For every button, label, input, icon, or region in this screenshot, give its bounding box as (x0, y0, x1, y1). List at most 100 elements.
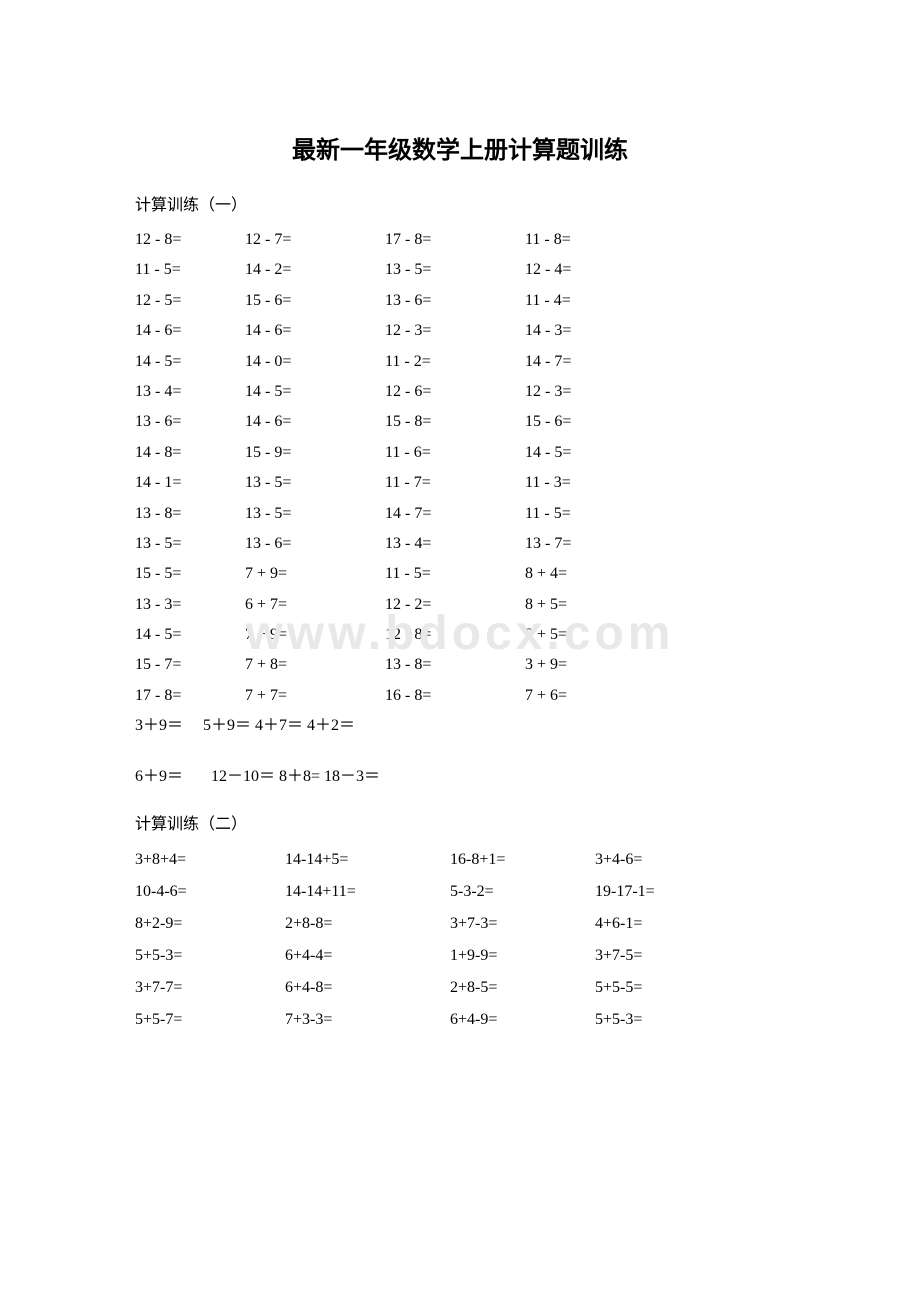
problem-cell: 4+6-1= (595, 908, 755, 940)
problem-cell: 12 - 8= (385, 620, 525, 650)
problem-cell: 12 - 5= (135, 286, 245, 316)
problem-row: 12 - 5=15 - 6=13 - 6=11 - 4= (135, 286, 785, 316)
problem-cell: 15 - 8= (385, 407, 525, 437)
problem-cell: 14 - 6= (135, 316, 245, 346)
problem-cell: 14 - 3= (525, 316, 685, 346)
section1-problem-grid: 12 - 8=12 - 7=17 - 8=11 - 8=11 - 5=14 - … (135, 225, 785, 711)
problem-row: 5+5-3=6+4-4=1+9-9=3+7-5= (135, 940, 785, 972)
problem-cell: 13 - 3= (135, 590, 245, 620)
problem-cell: 3+7-3= (450, 908, 595, 940)
problem-row: 15 - 7=7 + 8=13 - 8=3 + 9= (135, 650, 785, 680)
problem-cell: 17 - 8= (135, 681, 245, 711)
problem-cell: 5+5-3= (595, 1004, 755, 1036)
section2-heading: 计算训练（二） (135, 810, 785, 834)
problem-cell: 13 - 5= (385, 255, 525, 285)
problem-row: 13 - 3=6 + 7=12 - 2=8 + 5= (135, 590, 785, 620)
problem-cell: 14-14+5= (285, 844, 450, 876)
problem-cell: 16 - 8= (385, 681, 525, 711)
problem-cell: 8 + 4= (525, 559, 685, 589)
section1-inline-rows: 3＋9＝ 5＋9＝ 4＋7＝ 4＋2＝6＋9＝ 12－10＝ 8＋8= 18－3… (135, 711, 785, 792)
problem-inline-row: 3＋9＝ 5＋9＝ 4＋7＝ 4＋2＝ (135, 711, 785, 741)
problem-cell: 15 - 9= (245, 438, 385, 468)
problem-cell: 5+5-5= (595, 972, 755, 1004)
section1-heading: 计算训练（一） (135, 191, 785, 215)
problem-cell: 11 - 5= (385, 559, 525, 589)
problem-cell: 12 - 3= (385, 316, 525, 346)
problem-row: 14 - 6=14 - 6=12 - 3=14 - 3= (135, 316, 785, 346)
problem-cell: 12 - 4= (525, 255, 685, 285)
problem-cell: 2+8-8= (285, 908, 450, 940)
problem-row: 13 - 5=13 - 6=13 - 4=13 - 7= (135, 529, 785, 559)
problem-row: 14 - 1=13 - 5=11 - 7=11 - 3= (135, 468, 785, 498)
problem-cell: 15 - 5= (135, 559, 245, 589)
problem-row: 15 - 5=7 + 9=11 - 5=8 + 4= (135, 559, 785, 589)
problem-cell: 13 - 4= (385, 529, 525, 559)
problem-row: 3+8+4=14-14+5=16-8+1=3+4-6= (135, 844, 785, 876)
problem-cell: 10-4-6= (135, 876, 285, 908)
problem-cell: 13 - 5= (245, 468, 385, 498)
problem-cell: 13 - 8= (135, 499, 245, 529)
problem-row: 13 - 8=13 - 5=14 - 7=11 - 5= (135, 499, 785, 529)
problem-cell: 13 - 6= (245, 529, 385, 559)
problem-cell: 11 - 8= (525, 225, 685, 255)
problem-row: 13 - 6=14 - 6=15 - 8=15 - 6= (135, 407, 785, 437)
problem-cell: 6 + 7= (245, 590, 385, 620)
problem-cell: 12 - 8= (135, 225, 245, 255)
problem-cell: 14-14+11= (285, 876, 450, 908)
problem-cell: 14 - 0= (245, 347, 385, 377)
problem-cell: 14 - 8= (135, 438, 245, 468)
problem-cell: 6+4-4= (285, 940, 450, 972)
problem-cell: 11 - 6= (385, 438, 525, 468)
problem-cell: 16-8+1= (450, 844, 595, 876)
problem-cell: 5+5-7= (135, 1004, 285, 1036)
problem-cell: 14 - 1= (135, 468, 245, 498)
problem-cell: 14 - 5= (525, 438, 685, 468)
problem-cell: 13 - 8= (385, 650, 525, 680)
problem-row: 17 - 8=7 + 7=16 - 8=7 + 6= (135, 681, 785, 711)
problem-cell: 7 + 6= (525, 681, 685, 711)
problem-cell: 12 - 7= (245, 225, 385, 255)
section2-problem-grid: 3+8+4=14-14+5=16-8+1=3+4-6=10-4-6=14-14+… (135, 844, 785, 1036)
problem-cell: 12 - 6= (385, 377, 525, 407)
problem-cell: 14 - 7= (525, 347, 685, 377)
problem-cell: 14 - 6= (245, 407, 385, 437)
problem-cell: 14 - 6= (245, 316, 385, 346)
problem-cell: 8 + 5= (525, 590, 685, 620)
problem-cell: 6+4-9= (450, 1004, 595, 1036)
problem-cell: 14 - 2= (245, 255, 385, 285)
problem-cell: 1+9-9= (450, 940, 595, 972)
problem-cell: 5+5-3= (135, 940, 285, 972)
problem-cell: 13 - 6= (135, 407, 245, 437)
problem-cell: 11 - 5= (525, 499, 685, 529)
problem-row: 13 - 4=14 - 5=12 - 6=12 - 3= (135, 377, 785, 407)
problem-cell: 2+8-5= (450, 972, 595, 1004)
problem-row: 12 - 8=12 - 7=17 - 8=11 - 8= (135, 225, 785, 255)
problem-cell: 15 - 7= (135, 650, 245, 680)
problem-cell: 6+4-8= (285, 972, 450, 1004)
problem-row: 14 - 5=7 + 9=12 - 8=8 + 5= (135, 620, 785, 650)
problem-row: 5+5-7=7+3-3=6+4-9=5+5-3= (135, 1004, 785, 1036)
problem-cell: 14 - 7= (385, 499, 525, 529)
problem-cell: 11 - 5= (135, 255, 245, 285)
problem-cell: 7 + 7= (245, 681, 385, 711)
problem-cell: 11 - 4= (525, 286, 685, 316)
problem-cell: 3+7-7= (135, 972, 285, 1004)
problem-cell: 7+3-3= (285, 1004, 450, 1036)
problem-row: 14 - 8=15 - 9=11 - 6=14 - 5= (135, 438, 785, 468)
problem-cell: 11 - 7= (385, 468, 525, 498)
problem-row: 11 - 5=14 - 2=13 - 5=12 - 4= (135, 255, 785, 285)
problem-row: 14 - 5=14 - 0=11 - 2=14 - 7= (135, 347, 785, 377)
problem-cell: 13 - 6= (385, 286, 525, 316)
problem-cell: 12 - 3= (525, 377, 685, 407)
problem-cell: 3+7-5= (595, 940, 755, 972)
problem-cell: 7 + 8= (245, 650, 385, 680)
problem-cell: 15 - 6= (525, 407, 685, 437)
problem-cell: 7 + 9= (245, 620, 385, 650)
problem-row: 3+7-7=6+4-8=2+8-5=5+5-5= (135, 972, 785, 1004)
problem-cell: 13 - 5= (135, 529, 245, 559)
problem-cell: 13 - 4= (135, 377, 245, 407)
problem-cell: 5-3-2= (450, 876, 595, 908)
problem-cell: 14 - 5= (245, 377, 385, 407)
problem-cell: 11 - 2= (385, 347, 525, 377)
problem-cell: 12 - 2= (385, 590, 525, 620)
